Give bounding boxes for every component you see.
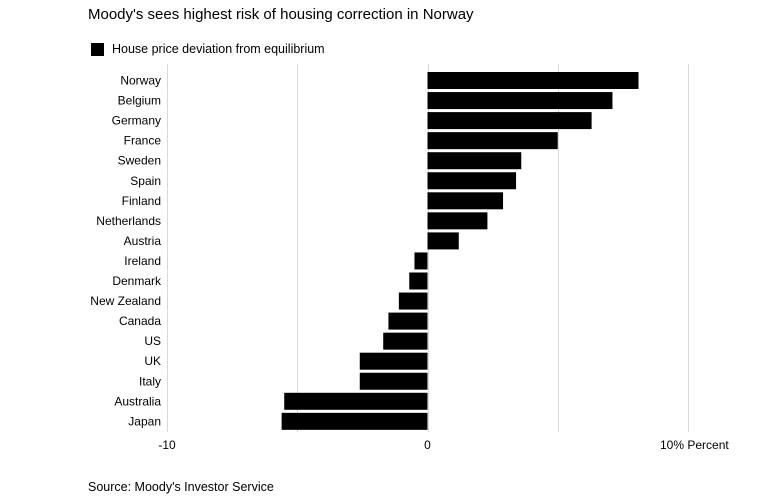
bar-canada <box>388 312 428 330</box>
category-label-finland: Finland <box>122 194 161 208</box>
category-label-belgium: Belgium <box>118 94 161 108</box>
legend-label: House price deviation from equilibrium <box>112 42 325 56</box>
category-label-us: US <box>144 334 161 348</box>
category-label-new-zealand: New Zealand <box>90 294 161 308</box>
category-label-italy: Italy <box>139 374 161 388</box>
category-label-australia: Australia <box>114 394 161 408</box>
category-label-ireland: Ireland <box>124 254 161 268</box>
bar-norway <box>427 72 639 89</box>
bar-new-zealand <box>398 292 428 310</box>
bar-france <box>427 132 558 150</box>
bar-spain <box>427 172 517 190</box>
category-label-germany: Germany <box>112 114 161 128</box>
x-tick-label-2: 10% Percent <box>660 438 729 452</box>
source-note: Source: Moody's Investor Service <box>88 480 274 494</box>
bar-sweden <box>427 152 522 170</box>
x-tick-labels: -10 0 10% Percent <box>158 438 729 452</box>
bar-chart: Norway Belgium Germany France Sweden Spain Fin… <box>90 64 729 452</box>
category-label-austria: Austria <box>124 234 162 248</box>
bars <box>281 72 639 430</box>
bar-uk <box>359 352 428 370</box>
bar-us <box>383 332 428 350</box>
category-label-france: France <box>124 134 162 148</box>
chart-title: Moody's sees highest risk of housing cor… <box>88 6 474 23</box>
category-label-denmark: Denmark <box>112 274 162 288</box>
category-label-netherlands: Netherlands <box>96 214 161 228</box>
bar-belgium <box>427 92 613 110</box>
bar-japan <box>281 412 428 430</box>
x-tick-label-0: -10 <box>158 438 176 452</box>
category-label-canada: Canada <box>119 314 161 328</box>
bar-ireland <box>414 252 428 270</box>
bar-germany <box>427 112 592 130</box>
legend-swatch <box>91 42 104 56</box>
category-labels: Norway Belgium Germany France Sweden Spain Fin… <box>90 74 162 429</box>
legend: House price deviation from equilibrium <box>91 41 325 57</box>
bar-netherlands <box>427 212 488 230</box>
bar-australia <box>284 392 428 410</box>
category-label-japan: Japan <box>128 414 161 428</box>
bar-austria <box>427 232 459 250</box>
bar-denmark <box>409 272 428 290</box>
category-label-sweden: Sweden <box>118 154 161 168</box>
category-label-spain: Spain <box>130 174 161 188</box>
category-label-uk: UK <box>144 354 161 368</box>
x-tick-label-1: 0 <box>424 438 431 452</box>
bar-finland <box>427 192 504 210</box>
category-label-norway: Norway <box>120 74 161 88</box>
bar-italy <box>359 372 428 390</box>
